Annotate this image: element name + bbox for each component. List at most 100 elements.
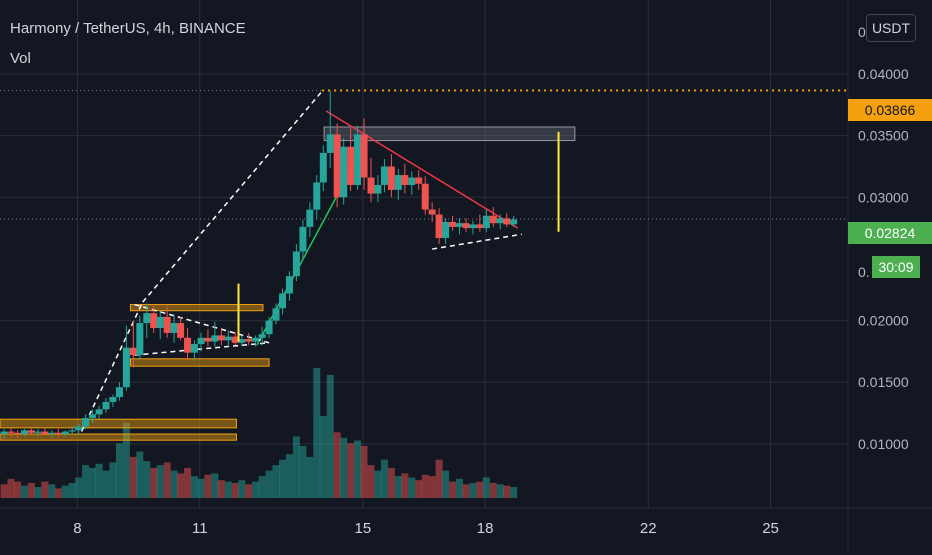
volume-bar	[496, 484, 504, 498]
volume-bar	[333, 432, 341, 498]
volume-bar	[292, 436, 300, 498]
symbol-legend[interactable]: Harmony / TetherUS, 4h, BINANCE	[10, 20, 246, 37]
volume-bar	[34, 487, 42, 498]
candle-body	[48, 432, 56, 435]
volume-bar	[252, 481, 260, 498]
candle-body	[190, 344, 198, 353]
candle-body	[102, 401, 110, 410]
volume-bar	[102, 470, 110, 498]
price-tick-label-partial: 0	[858, 24, 866, 40]
candle-body	[354, 134, 362, 185]
trendline	[134, 342, 270, 356]
candle-body	[0, 431, 8, 435]
candle-body	[285, 276, 293, 294]
candle-body	[136, 323, 144, 356]
volume-bar	[476, 481, 484, 498]
candle-body	[109, 397, 117, 402]
candle-body	[319, 152, 327, 183]
zone-rectangle	[0, 433, 237, 441]
volume-bar	[190, 476, 198, 498]
candle-body	[380, 166, 388, 185]
volume-bar	[7, 478, 15, 498]
candle-body	[156, 316, 164, 328]
candle-body	[313, 182, 321, 210]
volume-bar	[136, 451, 144, 498]
candle-body	[150, 313, 158, 328]
candle-body	[455, 223, 463, 227]
candle-body	[197, 337, 205, 345]
volume-bar	[435, 459, 443, 498]
volume-bar	[510, 487, 518, 498]
candle-body	[184, 337, 192, 353]
zone-rectangle	[129, 358, 270, 367]
price-tick-label: 0.02000	[858, 313, 909, 329]
volume-bar	[415, 480, 423, 498]
volume-bar	[156, 465, 164, 498]
volume-bar	[184, 467, 192, 498]
zone-rectangle	[323, 126, 576, 142]
candle-body	[347, 146, 355, 185]
volume-bar	[20, 485, 28, 498]
candle-body	[265, 320, 273, 335]
volume-bar	[150, 467, 158, 498]
high-price-tag: 0.03866	[848, 99, 932, 121]
trendlines[interactable]	[80, 90, 522, 432]
candle-body	[204, 337, 212, 342]
volume-bar	[347, 443, 355, 498]
candle-body	[462, 223, 470, 229]
volume-bar	[462, 484, 470, 498]
volume-bars	[0, 368, 518, 498]
measure-lines[interactable]	[237, 131, 560, 342]
volume-bar	[217, 480, 225, 498]
currency-button[interactable]: USDT	[866, 14, 916, 42]
volume-bar	[380, 459, 388, 498]
volume-bar	[489, 482, 497, 498]
candle-body	[122, 347, 130, 388]
candle-body	[272, 308, 280, 321]
candle-body	[7, 431, 15, 433]
candle-body	[476, 224, 484, 229]
price-tick-label: 0.03000	[858, 189, 909, 205]
candle-body	[95, 409, 103, 415]
grid-lines	[0, 0, 848, 508]
volume-bar	[340, 437, 348, 498]
candle-body	[449, 221, 457, 227]
zone-rectangle	[129, 304, 264, 312]
candle-body	[360, 134, 368, 178]
price-tick-label-partial: 0.	[858, 264, 870, 280]
volume-bar	[299, 446, 307, 498]
current-price-tag: 0.02824	[848, 222, 932, 244]
candle-body	[75, 426, 83, 431]
candle-body	[340, 146, 348, 198]
volume-bar	[503, 485, 511, 498]
candle-body	[20, 430, 28, 435]
volume-bar	[469, 482, 477, 498]
volume-bar	[231, 482, 239, 498]
candle-body	[115, 387, 123, 398]
candle-body	[503, 218, 511, 225]
candle-body	[27, 430, 35, 433]
candle-body	[231, 336, 239, 343]
candle-body	[258, 334, 266, 338]
candle-body	[387, 166, 395, 190]
candle-body	[89, 414, 97, 418]
time-tick-label: 11	[192, 520, 208, 537]
volume-bar	[482, 477, 490, 498]
trendline	[432, 233, 522, 250]
volume-bar	[82, 465, 90, 498]
volume-bar	[421, 474, 429, 498]
volume-bar	[428, 476, 436, 498]
volume-bar	[272, 465, 280, 498]
volume-bar	[394, 476, 402, 498]
zone-rectangles[interactable]	[0, 126, 576, 441]
time-tick-label: 8	[73, 520, 81, 537]
candle-body	[279, 293, 287, 309]
volume-bar	[204, 474, 212, 498]
volume-legend[interactable]: Vol	[10, 50, 31, 67]
volume-bar	[374, 470, 382, 498]
countdown-timer: 30:09	[872, 256, 920, 278]
candle-body	[469, 224, 477, 229]
volume-bar	[68, 482, 76, 498]
